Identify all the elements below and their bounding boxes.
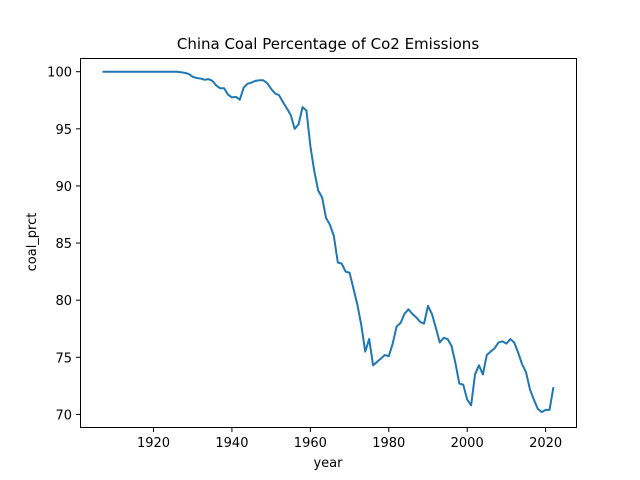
x-tick-label: 1960	[294, 436, 327, 451]
y-tick-label: 95	[55, 123, 72, 138]
y-tick-label: 85	[55, 237, 72, 252]
y-tick-label: 75	[55, 351, 72, 366]
y-tick-label: 100	[47, 66, 72, 81]
axes-frame	[80, 58, 577, 428]
x-axis-title: year	[313, 456, 343, 471]
y-tick-label: 90	[55, 180, 72, 195]
x-axis-ticks: 1920 1940 1960 1980 2000 2020	[137, 427, 562, 451]
x-tick-label: 1920	[137, 436, 170, 451]
y-tick-label: 70	[55, 408, 72, 423]
plot-area	[102, 70, 555, 414]
y-axis-ticks: 70 75 80 85 90 95 100	[47, 66, 81, 423]
y-tick-label: 80	[55, 294, 72, 309]
chart-title: China Coal Percentage of Co2 Emissions	[177, 35, 479, 53]
series-line-coal-prct	[102, 70, 555, 414]
x-tick-label: 2000	[451, 436, 484, 451]
x-tick-label: 1940	[215, 436, 248, 451]
y-axis-title: coal_prct	[25, 213, 40, 272]
x-tick-label: 1980	[372, 436, 405, 451]
x-tick-label: 2020	[529, 436, 562, 451]
